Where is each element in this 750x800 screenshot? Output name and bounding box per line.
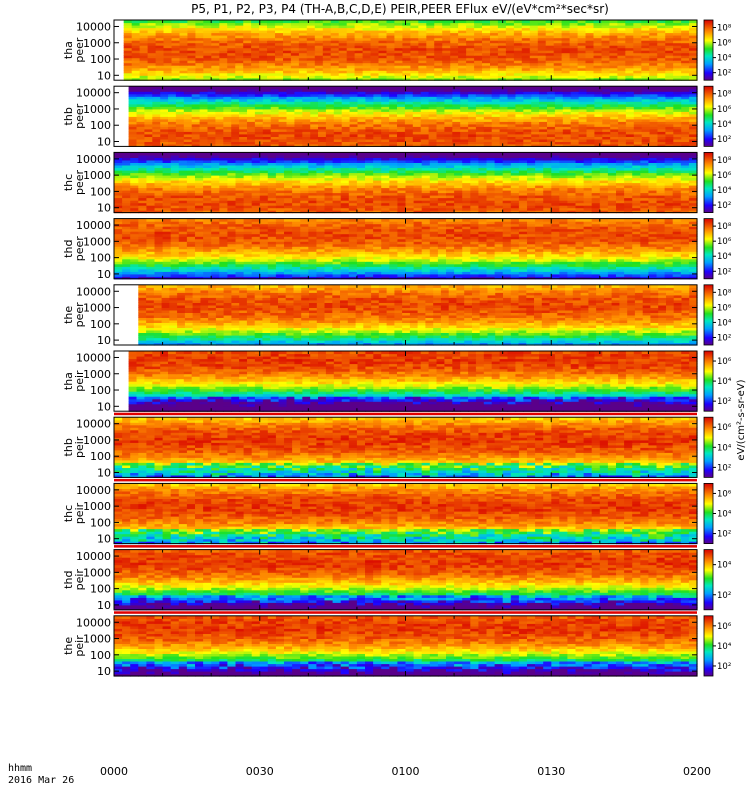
colorbar-tick-label: 10⁶: [717, 105, 732, 115]
colorbar-tick-label: 10⁸: [717, 90, 732, 100]
panel-thb-peer: 10100100010000thbpeer10²10⁴10⁶10⁸: [62, 86, 732, 148]
colorbar-tick-label: 10⁸: [717, 24, 732, 34]
data-gap: [114, 20, 124, 80]
y-tick-label: 10000: [76, 87, 111, 100]
y-tick-label: 1000: [83, 37, 111, 50]
panels-group: 10100100010000thapeer10²10⁴10⁶10⁸1010010…: [62, 20, 747, 678]
colorbar: [704, 20, 713, 80]
y-tick-label: 100: [90, 53, 111, 66]
y-tick-label: 10: [97, 69, 111, 82]
colorbar-tick-label: 10⁴: [717, 54, 732, 64]
colorbar-tick-label: 10²: [717, 69, 731, 79]
colorbar-tick-label: 10²: [717, 135, 731, 145]
y-tick-label: 100: [90, 119, 111, 132]
panel-ylabel: peer: [73, 37, 86, 63]
y-tick-label: 1000: [83, 103, 111, 116]
figure-title: P5, P1, P2, P3, P4 (TH-A,B,C,D,E) PEIR,P…: [191, 2, 609, 16]
colorbar-tick-label: 10⁶: [717, 39, 732, 49]
data-gap: [114, 86, 129, 146]
panel-thc-peer: 10100100010000thcpeer10²10⁴10⁶10⁸: [62, 152, 732, 214]
colorbar: [704, 86, 713, 146]
panel-ylabel: peer: [73, 103, 86, 129]
y-tick-label: 10: [97, 136, 111, 149]
y-tick-label: 10000: [76, 20, 111, 33]
colorbar-tick-label: 10⁴: [717, 120, 732, 130]
